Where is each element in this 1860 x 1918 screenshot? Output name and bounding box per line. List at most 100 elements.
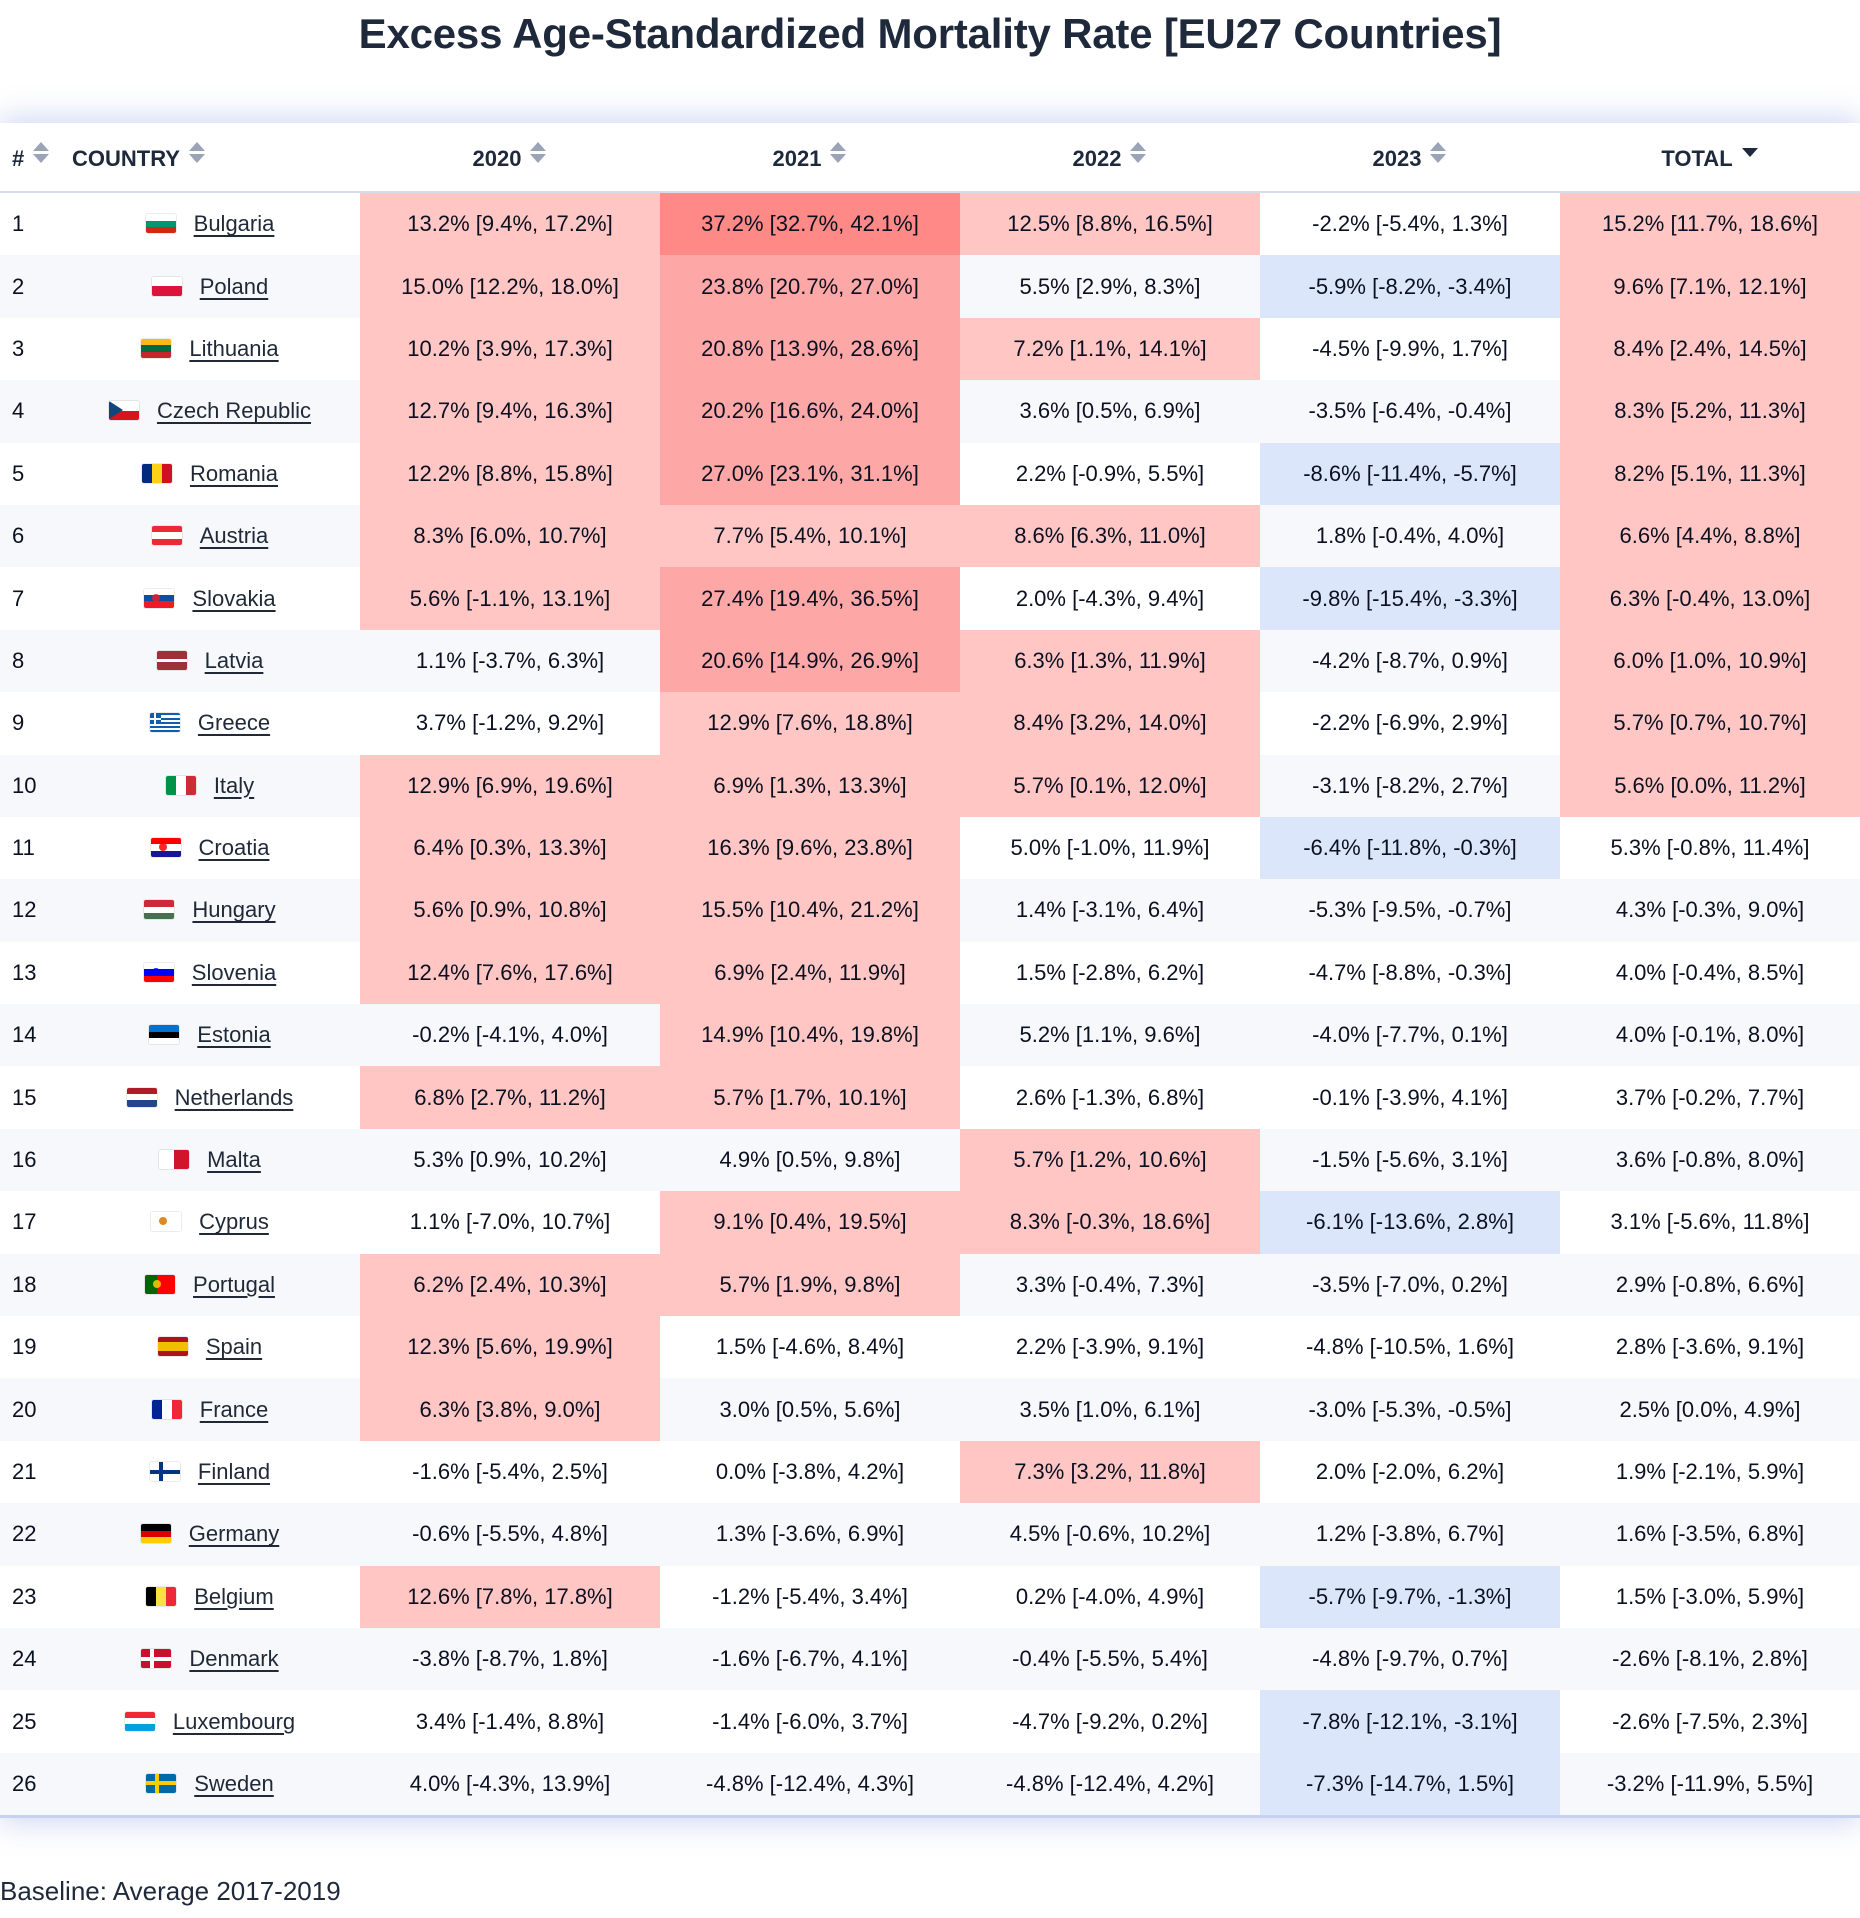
rank-cell: 8 <box>0 629 60 693</box>
value-cell-2021: 20.2% [16.6%, 24.0%] <box>660 380 960 443</box>
country-link[interactable]: Greece <box>197 710 271 736</box>
value-cell-2023: -4.5% [-9.9%, 1.7%] <box>1260 317 1560 381</box>
value-cell-total: 5.3% [-0.8%, 11.4%] <box>1560 816 1860 880</box>
value-cell-2023: -3.5% [-7.0%, 0.2%] <box>1260 1253 1560 1317</box>
rank-cell: 20 <box>0 1378 60 1441</box>
country-cell: Latvia <box>60 629 360 693</box>
austria-flag-icon <box>151 526 182 546</box>
country-link[interactable]: Cyprus <box>199 1209 269 1235</box>
table-row: 16 Malta 5.3% [0.9%, 10.2%] 4.9% [0.5%, 9.8… <box>0 1128 1860 1192</box>
country-link[interactable]: Italy <box>213 772 255 798</box>
country-link[interactable]: Sweden <box>194 1770 274 1796</box>
country-link[interactable]: Czech Republic <box>156 398 312 424</box>
value-cell-total: 6.3% [-0.4%, 13.0%] <box>1560 567 1860 630</box>
country-link[interactable]: Germany <box>188 1521 280 1547</box>
value-cell-2022: 1.5% [-2.8%, 6.2%] <box>960 941 1260 1005</box>
value-cell-total: 8.2% [5.1%, 11.3%] <box>1560 442 1860 505</box>
value-cell-2021: -4.8% [-12.4%, 4.3%] <box>660 1752 960 1816</box>
country-link[interactable]: Spain <box>205 1334 263 1360</box>
value-cell-total: 5.6% [0.0%, 11.2%] <box>1560 754 1860 817</box>
rank-cell: 26 <box>0 1752 60 1816</box>
rank-cell: 7 <box>0 567 60 630</box>
value-cell-2023: -5.7% [-9.7%, -1.3%] <box>1260 1565 1560 1628</box>
value-cell-2020: 12.9% [6.9%, 19.6%] <box>360 754 660 817</box>
column-header-2023[interactable]: 2023 <box>1260 123 1560 193</box>
table-row: 3 Lithuania 10.2% [3.9%, 17.3%] 20.8% [13.9… <box>0 317 1860 381</box>
value-cell-2023: -3.0% [-5.3%, -0.5%] <box>1260 1378 1560 1441</box>
value-cell-2023: -7.8% [-12.1%, -3.1%] <box>1260 1690 1560 1753</box>
column-header-2022[interactable]: 2022 <box>960 123 1260 193</box>
country-link[interactable]: Lithuania <box>189 335 279 361</box>
table-header-row: # COUNTRY 2020 2021 2022 2023 TOTAL <box>0 123 1860 193</box>
rank-cell: 23 <box>0 1565 60 1628</box>
value-cell-total: -2.6% [-7.5%, 2.3%] <box>1560 1690 1860 1753</box>
value-cell-total: 4.3% [-0.3%, 9.0%] <box>1560 879 1860 942</box>
table-row: 12 Hungary 5.6% [0.9%, 10.8%] 15.5% [10.4%,… <box>0 879 1860 942</box>
column-header-2021[interactable]: 2021 <box>660 123 960 193</box>
country-link[interactable]: Malta <box>207 1147 261 1173</box>
country-link[interactable]: Hungary <box>192 897 276 923</box>
value-cell-2023: -8.6% [-11.4%, -5.7%] <box>1260 442 1560 505</box>
value-cell-2020: 5.6% [-1.1%, 13.1%] <box>360 567 660 630</box>
country-link[interactable]: Estonia <box>197 1022 271 1048</box>
table-row: 23 Belgium 12.6% [7.8%, 17.8%] -1.2% [-5.4%… <box>0 1565 1860 1628</box>
table-row: 5 Romania 12.2% [8.8%, 15.8%] 27.0% [23.1%,… <box>0 442 1860 505</box>
sort-icon <box>529 142 547 164</box>
value-cell-2021: 6.9% [1.3%, 13.3%] <box>660 754 960 817</box>
value-cell-2020: 3.4% [-1.4%, 8.8%] <box>360 1690 660 1753</box>
value-cell-2022: 1.4% [-3.1%, 6.4%] <box>960 879 1260 942</box>
column-header-country[interactable]: COUNTRY <box>60 123 360 193</box>
value-cell-2021: 23.8% [20.7%, 27.0%] <box>660 255 960 318</box>
value-cell-total: 1.5% [-3.0%, 5.9%] <box>1560 1565 1860 1628</box>
value-cell-total: 3.1% [-5.6%, 11.8%] <box>1560 1191 1860 1254</box>
rank-cell: 13 <box>0 941 60 1005</box>
table-row: 7 Slovakia 5.6% [-1.1%, 13.1%] 27.4% [19.4%… <box>0 567 1860 630</box>
rank-cell: 12 <box>0 879 60 942</box>
country-link[interactable]: Slovenia <box>191 959 277 985</box>
value-cell-2021: 0.0% [-3.8%, 4.2%] <box>660 1440 960 1504</box>
value-cell-2020: 4.0% [-4.3%, 13.9%] <box>360 1752 660 1816</box>
column-header-2020[interactable]: 2020 <box>360 123 660 193</box>
country-link[interactable]: Bulgaria <box>193 211 275 237</box>
value-cell-2022: 5.7% [0.1%, 12.0%] <box>960 754 1260 817</box>
value-cell-2023: -1.5% [-5.6%, 3.1%] <box>1260 1128 1560 1192</box>
country-link[interactable]: Netherlands <box>174 1084 294 1110</box>
rank-cell: 9 <box>0 692 60 755</box>
value-cell-2022: 8.6% [6.3%, 11.0%] <box>960 504 1260 568</box>
country-link[interactable]: Belgium <box>194 1583 274 1609</box>
sort-icon <box>1129 142 1147 164</box>
country-link[interactable]: Portugal <box>193 1271 275 1297</box>
value-cell-2021: 20.6% [14.9%, 26.9%] <box>660 629 960 693</box>
rank-cell: 18 <box>0 1253 60 1317</box>
country-link[interactable]: France <box>199 1396 269 1422</box>
denmark-flag-icon <box>141 1649 172 1669</box>
country-cell: Slovakia <box>60 567 360 630</box>
spain-flag-icon <box>157 1337 188 1357</box>
sort-descending-icon <box>1741 142 1759 164</box>
value-cell-2020: 6.3% [3.8%, 9.0%] <box>360 1378 660 1441</box>
mortality-table-container: # COUNTRY 2020 2021 2022 2023 TOTAL 1 Bul… <box>0 123 1860 1819</box>
country-link[interactable]: Romania <box>189 460 279 486</box>
slovenia-flag-icon <box>143 962 174 982</box>
country-cell: Romania <box>60 442 360 505</box>
value-cell-2020: 12.3% [5.6%, 19.9%] <box>360 1316 660 1379</box>
hungary-flag-icon <box>144 900 175 920</box>
country-link[interactable]: Latvia <box>204 647 264 673</box>
value-cell-2021: 5.7% [1.9%, 9.8%] <box>660 1253 960 1317</box>
country-link[interactable]: Poland <box>199 273 269 299</box>
value-cell-total: 6.6% [4.4%, 8.8%] <box>1560 504 1860 568</box>
country-link[interactable]: Finland <box>197 1459 271 1484</box>
value-cell-2022: 8.3% [-0.3%, 18.6%] <box>960 1191 1260 1254</box>
table-row: 1 Bulgaria 13.2% [9.4%, 17.2%] 37.2% [32.7%… <box>0 192 1860 256</box>
column-header-total[interactable]: TOTAL <box>1560 123 1860 193</box>
value-cell-total: 1.9% [-2.1%, 5.9%] <box>1560 1440 1860 1504</box>
value-cell-total: 9.6% [7.1%, 12.1%] <box>1560 255 1860 318</box>
table-row: 14 Estonia -0.2% [-4.1%, 4.0%] 14.9% [10.4%… <box>0 1004 1860 1067</box>
country-link[interactable]: Croatia <box>198 835 270 861</box>
country-link[interactable]: Slovakia <box>192 585 276 611</box>
country-link[interactable]: Denmark <box>189 1646 279 1672</box>
country-link[interactable]: Luxembourg <box>172 1708 296 1734</box>
value-cell-2021: 6.9% [2.4%, 11.9%] <box>660 941 960 1005</box>
column-header-rank[interactable]: # <box>0 123 60 193</box>
country-link[interactable]: Austria <box>199 523 269 549</box>
